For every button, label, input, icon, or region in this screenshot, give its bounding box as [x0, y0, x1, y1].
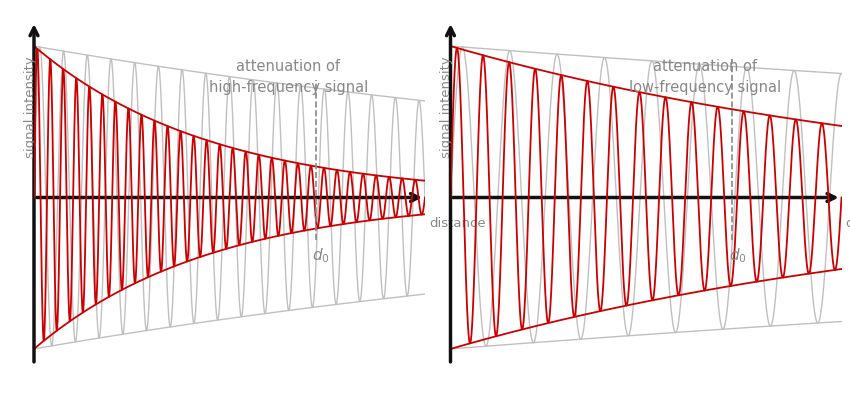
Text: attenuation of
high-frequency signal: attenuation of high-frequency signal: [208, 59, 368, 96]
Text: $d_0$: $d_0$: [729, 246, 747, 265]
Text: distance: distance: [429, 217, 485, 230]
Text: signal intensity: signal intensity: [440, 56, 453, 158]
Text: $d_0$: $d_0$: [313, 246, 331, 265]
Text: attenuation of
low-frequency signal: attenuation of low-frequency signal: [629, 59, 780, 96]
Text: signal intensity: signal intensity: [24, 56, 37, 158]
Text: distance: distance: [846, 217, 850, 230]
